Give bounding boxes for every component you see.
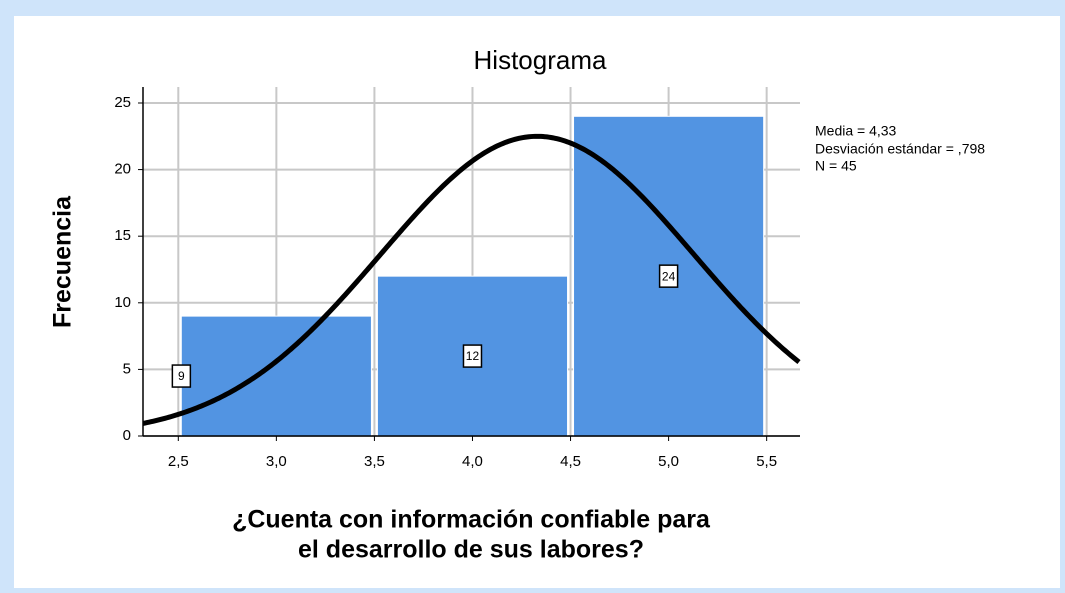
chart-title: Histograma xyxy=(474,45,607,75)
bar xyxy=(180,315,372,437)
stat-label: Media = 4,33 xyxy=(815,123,897,139)
normal-curve xyxy=(142,133,801,426)
y-tick-label: 15 xyxy=(114,227,131,244)
x-axis-label: el desarrollo de sus labores? xyxy=(298,536,644,564)
data-label-box xyxy=(658,264,679,288)
x-tick-label: 3,5 xyxy=(364,453,385,470)
x-tick-label: 2,5 xyxy=(168,453,189,470)
y-tick-label: 0 xyxy=(123,427,131,444)
data-label: 9 xyxy=(178,369,185,383)
y-tick-label: 5 xyxy=(123,360,131,377)
stat-label: N = 45 xyxy=(815,158,857,174)
x-tick-label: 3,0 xyxy=(266,453,287,470)
y-tick-label: 25 xyxy=(114,94,131,111)
stat-label: Desviación estándar = ,798 xyxy=(815,141,985,157)
x-tick-label: 5,0 xyxy=(658,453,679,470)
data-label-box xyxy=(171,364,192,388)
data-label: 24 xyxy=(662,269,676,283)
x-tick-label: 4,0 xyxy=(462,453,483,470)
y-tick-label: 20 xyxy=(114,161,131,178)
y-axis-label: Frecuencia xyxy=(49,195,77,328)
x-tick-label: 4,5 xyxy=(560,453,581,470)
y-tick-label: 10 xyxy=(114,294,131,311)
x-tick-label: 5,5 xyxy=(756,453,777,470)
x-axis-label: ¿Cuenta con información confiable para xyxy=(232,506,711,534)
data-label: 12 xyxy=(466,349,480,363)
data-label-box xyxy=(462,344,483,368)
